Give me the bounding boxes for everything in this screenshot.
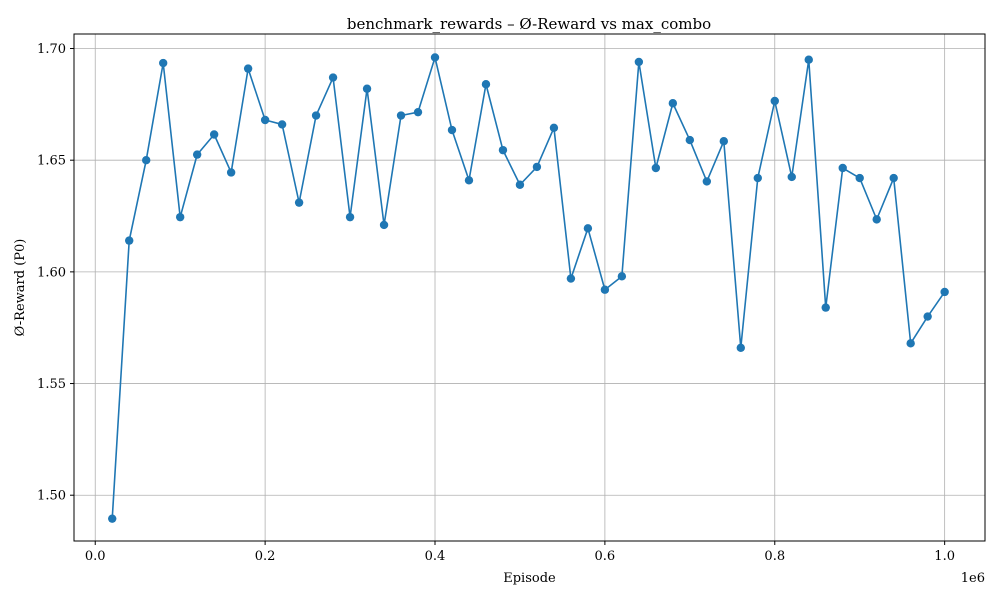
x-tick-label: 0.4 — [425, 549, 446, 564]
data-point — [583, 224, 593, 233]
x-tick-label: 1.0 — [934, 549, 955, 564]
data-point — [566, 274, 576, 283]
data-point — [736, 343, 745, 352]
x-tick-label: 0.2 — [255, 549, 276, 564]
series-line — [108, 53, 949, 523]
data-point — [277, 120, 287, 129]
data-point — [549, 123, 559, 133]
data-point — [311, 111, 321, 120]
data-point — [787, 172, 796, 182]
data-point — [940, 287, 949, 297]
data-point — [464, 176, 474, 185]
data-point — [142, 155, 151, 165]
data-point — [872, 215, 881, 224]
data-point — [430, 53, 440, 62]
y-axis-label: Ø-Reward (P0) — [13, 239, 28, 337]
data-point — [889, 173, 898, 183]
x-tick-label: 0.6 — [595, 549, 616, 564]
y-tick-label: 1.60 — [37, 265, 66, 280]
data-point — [413, 107, 423, 117]
y-tick-label: 1.70 — [37, 42, 66, 57]
data-point — [396, 111, 406, 120]
data-point — [328, 73, 338, 82]
data-point — [821, 303, 830, 312]
data-point — [532, 162, 542, 172]
data-point — [906, 339, 915, 348]
plot-frame — [73, 33, 986, 542]
data-point — [175, 212, 185, 222]
data-point — [192, 150, 202, 159]
data-point — [855, 173, 864, 183]
x-tick-label: 0.0 — [85, 549, 106, 564]
data-point — [379, 220, 389, 230]
data-point — [634, 57, 644, 67]
y-tick-label: 1.55 — [37, 377, 66, 392]
x-axis-offset-label: 1e6 — [961, 571, 985, 586]
data-point — [804, 55, 813, 64]
y-tick-label: 1.50 — [37, 489, 66, 504]
x-tick-label: 0.8 — [764, 549, 785, 564]
data-point — [719, 137, 728, 146]
data-point — [243, 64, 253, 73]
x-axis-label: Episode — [503, 571, 556, 586]
data-point — [770, 96, 779, 106]
axis-ticks: 0.0 0.2 0.4 0.6 0.8 1.0 1.50 1.55 1.60 1.65 1.70 — [37, 42, 955, 564]
data-point — [685, 135, 695, 145]
data-point — [515, 180, 525, 189]
data-point — [923, 312, 932, 321]
data-point — [125, 236, 134, 245]
data-point — [260, 115, 270, 125]
data-point — [702, 177, 712, 186]
data-point — [362, 84, 372, 93]
data-point — [600, 285, 610, 294]
chart-title: benchmark_rewards – Ø-Reward vs max_comb… — [347, 15, 711, 33]
grid-lines — [74, 34, 985, 541]
data-point — [294, 198, 304, 207]
data-point — [651, 163, 661, 173]
data-point — [668, 99, 678, 108]
series-polyline — [111, 56, 946, 519]
data-point — [226, 168, 236, 177]
data-point — [209, 130, 219, 139]
data-point — [108, 514, 117, 523]
data-point — [617, 272, 627, 281]
data-point — [481, 80, 491, 89]
y-tick-label: 1.65 — [37, 154, 66, 169]
data-point — [447, 125, 457, 135]
data-point — [498, 145, 508, 155]
data-point — [753, 173, 762, 183]
data-point — [838, 163, 847, 173]
data-point — [345, 212, 355, 222]
data-point — [158, 58, 168, 68]
